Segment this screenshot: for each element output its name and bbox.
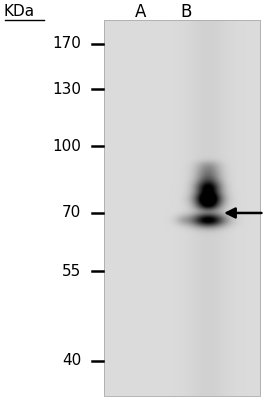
Text: 55: 55 — [62, 264, 81, 279]
Bar — [104, 20, 260, 396]
Text: 130: 130 — [52, 82, 81, 97]
Text: B: B — [180, 2, 192, 20]
Text: 100: 100 — [52, 139, 81, 154]
Text: A: A — [135, 2, 146, 20]
Text: 170: 170 — [52, 36, 81, 51]
Text: 40: 40 — [62, 353, 81, 368]
Text: 70: 70 — [62, 206, 81, 220]
Text: KDa: KDa — [4, 4, 35, 19]
